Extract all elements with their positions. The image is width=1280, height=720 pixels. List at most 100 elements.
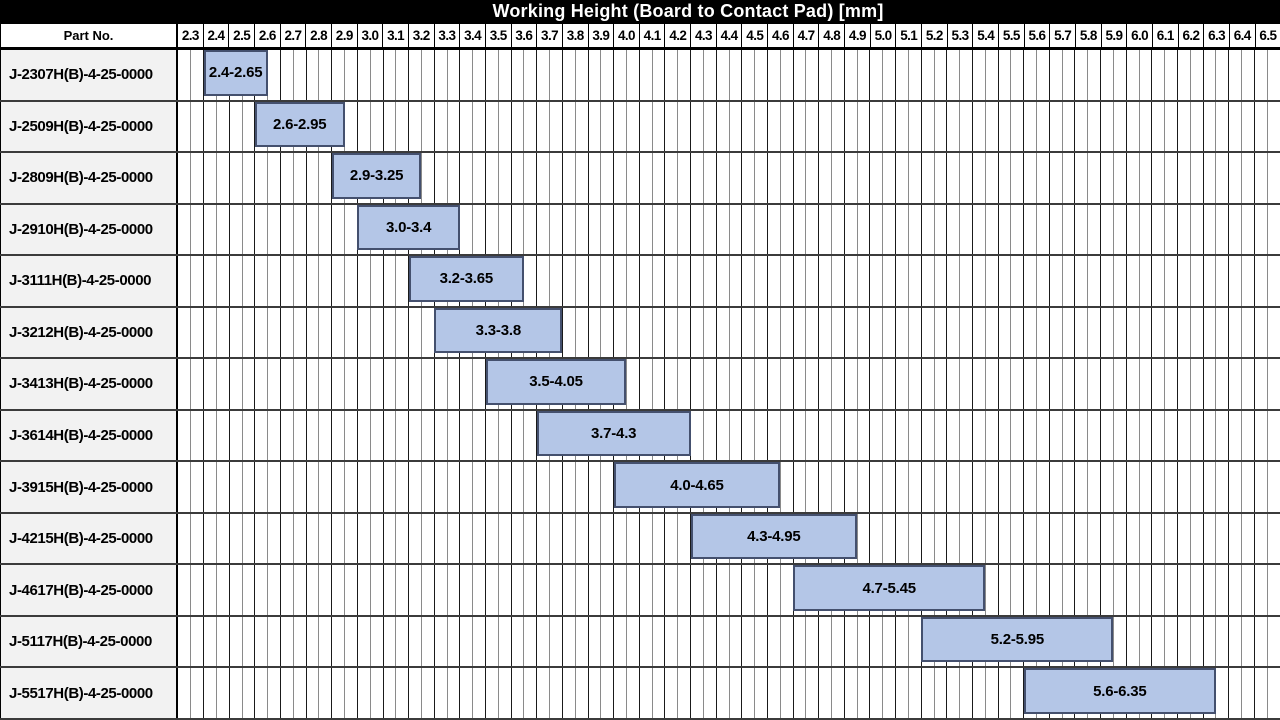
grid-major-line bbox=[356, 101, 358, 152]
grid-minor-line bbox=[241, 359, 243, 409]
grid-major-line bbox=[843, 410, 845, 461]
grid-minor-line bbox=[1266, 256, 1268, 306]
grid-minor-line bbox=[1189, 101, 1191, 152]
grid-minor-line bbox=[523, 668, 525, 718]
grid-minor-line bbox=[241, 565, 243, 615]
grid-major-line bbox=[946, 256, 948, 306]
grid-minor-line bbox=[395, 50, 397, 100]
grid-major-line bbox=[946, 668, 948, 718]
grid-minor-line bbox=[856, 668, 858, 718]
grid-major-line bbox=[792, 616, 794, 667]
grid-major-line bbox=[1151, 359, 1153, 409]
grid-minor-line bbox=[1036, 307, 1038, 358]
grid-minor-line bbox=[574, 616, 576, 667]
grid-minor-line bbox=[318, 204, 320, 255]
grid-minor-line bbox=[190, 462, 192, 512]
grid-minor-line bbox=[728, 153, 730, 203]
grid-minor-line bbox=[395, 462, 397, 512]
grid-major-line bbox=[1253, 616, 1255, 667]
grid-minor-line bbox=[1112, 462, 1114, 512]
table-row: J-5517H(B)-4-25-0000 5.6-6.35 bbox=[0, 668, 1280, 720]
grid-major-line bbox=[818, 307, 820, 358]
grid-minor-line bbox=[1164, 307, 1166, 358]
grid-minor-line bbox=[241, 153, 243, 203]
grid-major-line bbox=[1048, 307, 1050, 358]
grid-major-line bbox=[766, 410, 768, 461]
grid-major-line bbox=[459, 513, 461, 564]
axis-tick-label: 5.5 bbox=[998, 24, 1024, 50]
grid-minor-line bbox=[754, 101, 756, 152]
grid-minor-line bbox=[1215, 462, 1217, 512]
grid-minor-line bbox=[625, 256, 627, 306]
grid-minor-line bbox=[959, 359, 961, 409]
grid-minor-line bbox=[292, 462, 294, 512]
grid-minor-line bbox=[882, 153, 884, 203]
grid-minor-line bbox=[702, 50, 704, 100]
grid-minor-line bbox=[549, 462, 551, 512]
grid-major-line bbox=[1151, 616, 1153, 667]
range-bar: 3.7-4.3 bbox=[536, 410, 691, 457]
grid-major-line bbox=[1074, 204, 1076, 255]
grid-minor-line bbox=[1112, 204, 1114, 255]
chart-body: J-2307H(B)-4-25-0000 2.4-2.65 J-2509H(B)-4… bbox=[0, 50, 1280, 720]
grid-minor-line bbox=[1189, 513, 1191, 564]
grid-minor-line bbox=[549, 50, 551, 100]
grid-minor-line bbox=[1138, 359, 1140, 409]
grid-minor-line bbox=[523, 204, 525, 255]
grid-major-line bbox=[869, 101, 871, 152]
grid-major-line bbox=[971, 256, 973, 306]
grid-minor-line bbox=[779, 410, 781, 461]
grid-minor-line bbox=[933, 359, 935, 409]
part-number-cell: J-3614H(B)-4-25-0000 bbox=[0, 410, 178, 461]
grid-minor-line bbox=[1010, 462, 1012, 512]
range-bar: 3.2-3.65 bbox=[408, 256, 524, 302]
grid-minor-line bbox=[625, 359, 627, 409]
grid-minor-line bbox=[190, 256, 192, 306]
grid-major-line bbox=[920, 153, 922, 203]
grid-minor-line bbox=[754, 153, 756, 203]
grid-major-line bbox=[228, 616, 230, 667]
grid-major-line bbox=[203, 616, 205, 667]
grid-minor-line bbox=[856, 256, 858, 306]
grid-major-line bbox=[1151, 410, 1153, 461]
grid-minor-line bbox=[1036, 101, 1038, 152]
grid-major-line bbox=[305, 565, 307, 615]
grid-minor-line bbox=[1189, 307, 1191, 358]
grid-major-line bbox=[382, 359, 384, 409]
grid-major-line bbox=[561, 256, 563, 306]
grid-minor-line bbox=[856, 616, 858, 667]
grid-minor-line bbox=[1112, 307, 1114, 358]
grid-minor-line bbox=[933, 256, 935, 306]
grid-minor-line bbox=[933, 410, 935, 461]
grid-minor-line bbox=[190, 410, 192, 461]
grid-minor-line bbox=[215, 101, 217, 152]
grid-minor-line bbox=[344, 256, 346, 306]
grid-major-line bbox=[946, 307, 948, 358]
grid-major-line bbox=[459, 462, 461, 512]
grid-major-line bbox=[254, 359, 256, 409]
grid-minor-line bbox=[1138, 101, 1140, 152]
grid-minor-line bbox=[1087, 462, 1089, 512]
grid-major-line bbox=[1228, 359, 1230, 409]
grid-major-line bbox=[1202, 204, 1204, 255]
grid-minor-line bbox=[446, 462, 448, 512]
grid-major-line bbox=[843, 50, 845, 100]
grid-major-line bbox=[203, 513, 205, 564]
grid-major-line bbox=[818, 256, 820, 306]
grid-major-line bbox=[356, 50, 358, 100]
grid-minor-line bbox=[446, 565, 448, 615]
axis-tick-label: 2.5 bbox=[228, 24, 254, 50]
grid-major-line bbox=[895, 513, 897, 564]
grid-minor-line bbox=[779, 668, 781, 718]
grid-major-line bbox=[587, 307, 589, 358]
grid-minor-line bbox=[779, 153, 781, 203]
grid-minor-line bbox=[728, 565, 730, 615]
grid-minor-line bbox=[1138, 462, 1140, 512]
grid-minor-line bbox=[446, 153, 448, 203]
grid-major-line bbox=[869, 462, 871, 512]
grid-major-line bbox=[587, 616, 589, 667]
grid-minor-line bbox=[882, 307, 884, 358]
grid-major-line bbox=[869, 256, 871, 306]
grid-major-line bbox=[510, 668, 512, 718]
grid-minor-line bbox=[754, 50, 756, 100]
